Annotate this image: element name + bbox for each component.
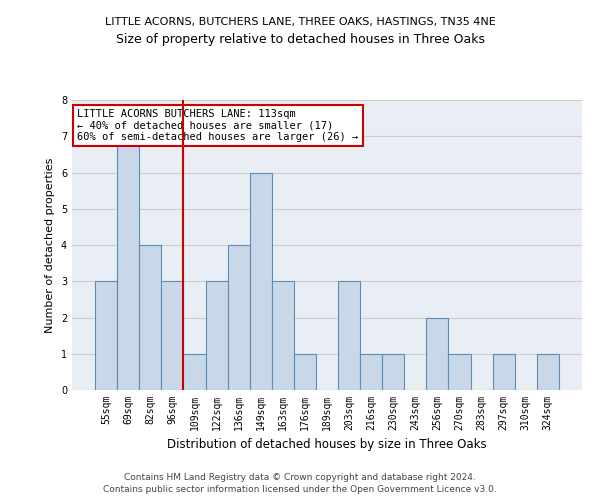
Y-axis label: Number of detached properties: Number of detached properties <box>46 158 55 332</box>
Bar <box>206 281 227 390</box>
Text: LITTLE ACORNS BUTCHERS LANE: 113sqm
← 40% of detached houses are smaller (17)
60: LITTLE ACORNS BUTCHERS LANE: 113sqm ← 40… <box>77 108 358 142</box>
Bar <box>117 136 139 390</box>
Bar <box>537 354 559 390</box>
Bar <box>338 281 360 390</box>
Text: Contains HM Land Registry data © Crown copyright and database right 2024.: Contains HM Land Registry data © Crown c… <box>124 472 476 482</box>
Bar <box>448 354 470 390</box>
Bar <box>294 354 316 390</box>
Bar <box>493 354 515 390</box>
Bar <box>250 172 272 390</box>
X-axis label: Distribution of detached houses by size in Three Oaks: Distribution of detached houses by size … <box>167 438 487 452</box>
Text: LITTLE ACORNS, BUTCHERS LANE, THREE OAKS, HASTINGS, TN35 4NE: LITTLE ACORNS, BUTCHERS LANE, THREE OAKS… <box>104 18 496 28</box>
Bar <box>360 354 382 390</box>
Bar <box>227 245 250 390</box>
Bar <box>272 281 294 390</box>
Bar <box>382 354 404 390</box>
Bar <box>427 318 448 390</box>
Bar <box>139 245 161 390</box>
Bar <box>161 281 184 390</box>
Text: Contains public sector information licensed under the Open Government Licence v3: Contains public sector information licen… <box>103 485 497 494</box>
Bar <box>184 354 206 390</box>
Text: Size of property relative to detached houses in Three Oaks: Size of property relative to detached ho… <box>115 32 485 46</box>
Bar <box>95 281 117 390</box>
